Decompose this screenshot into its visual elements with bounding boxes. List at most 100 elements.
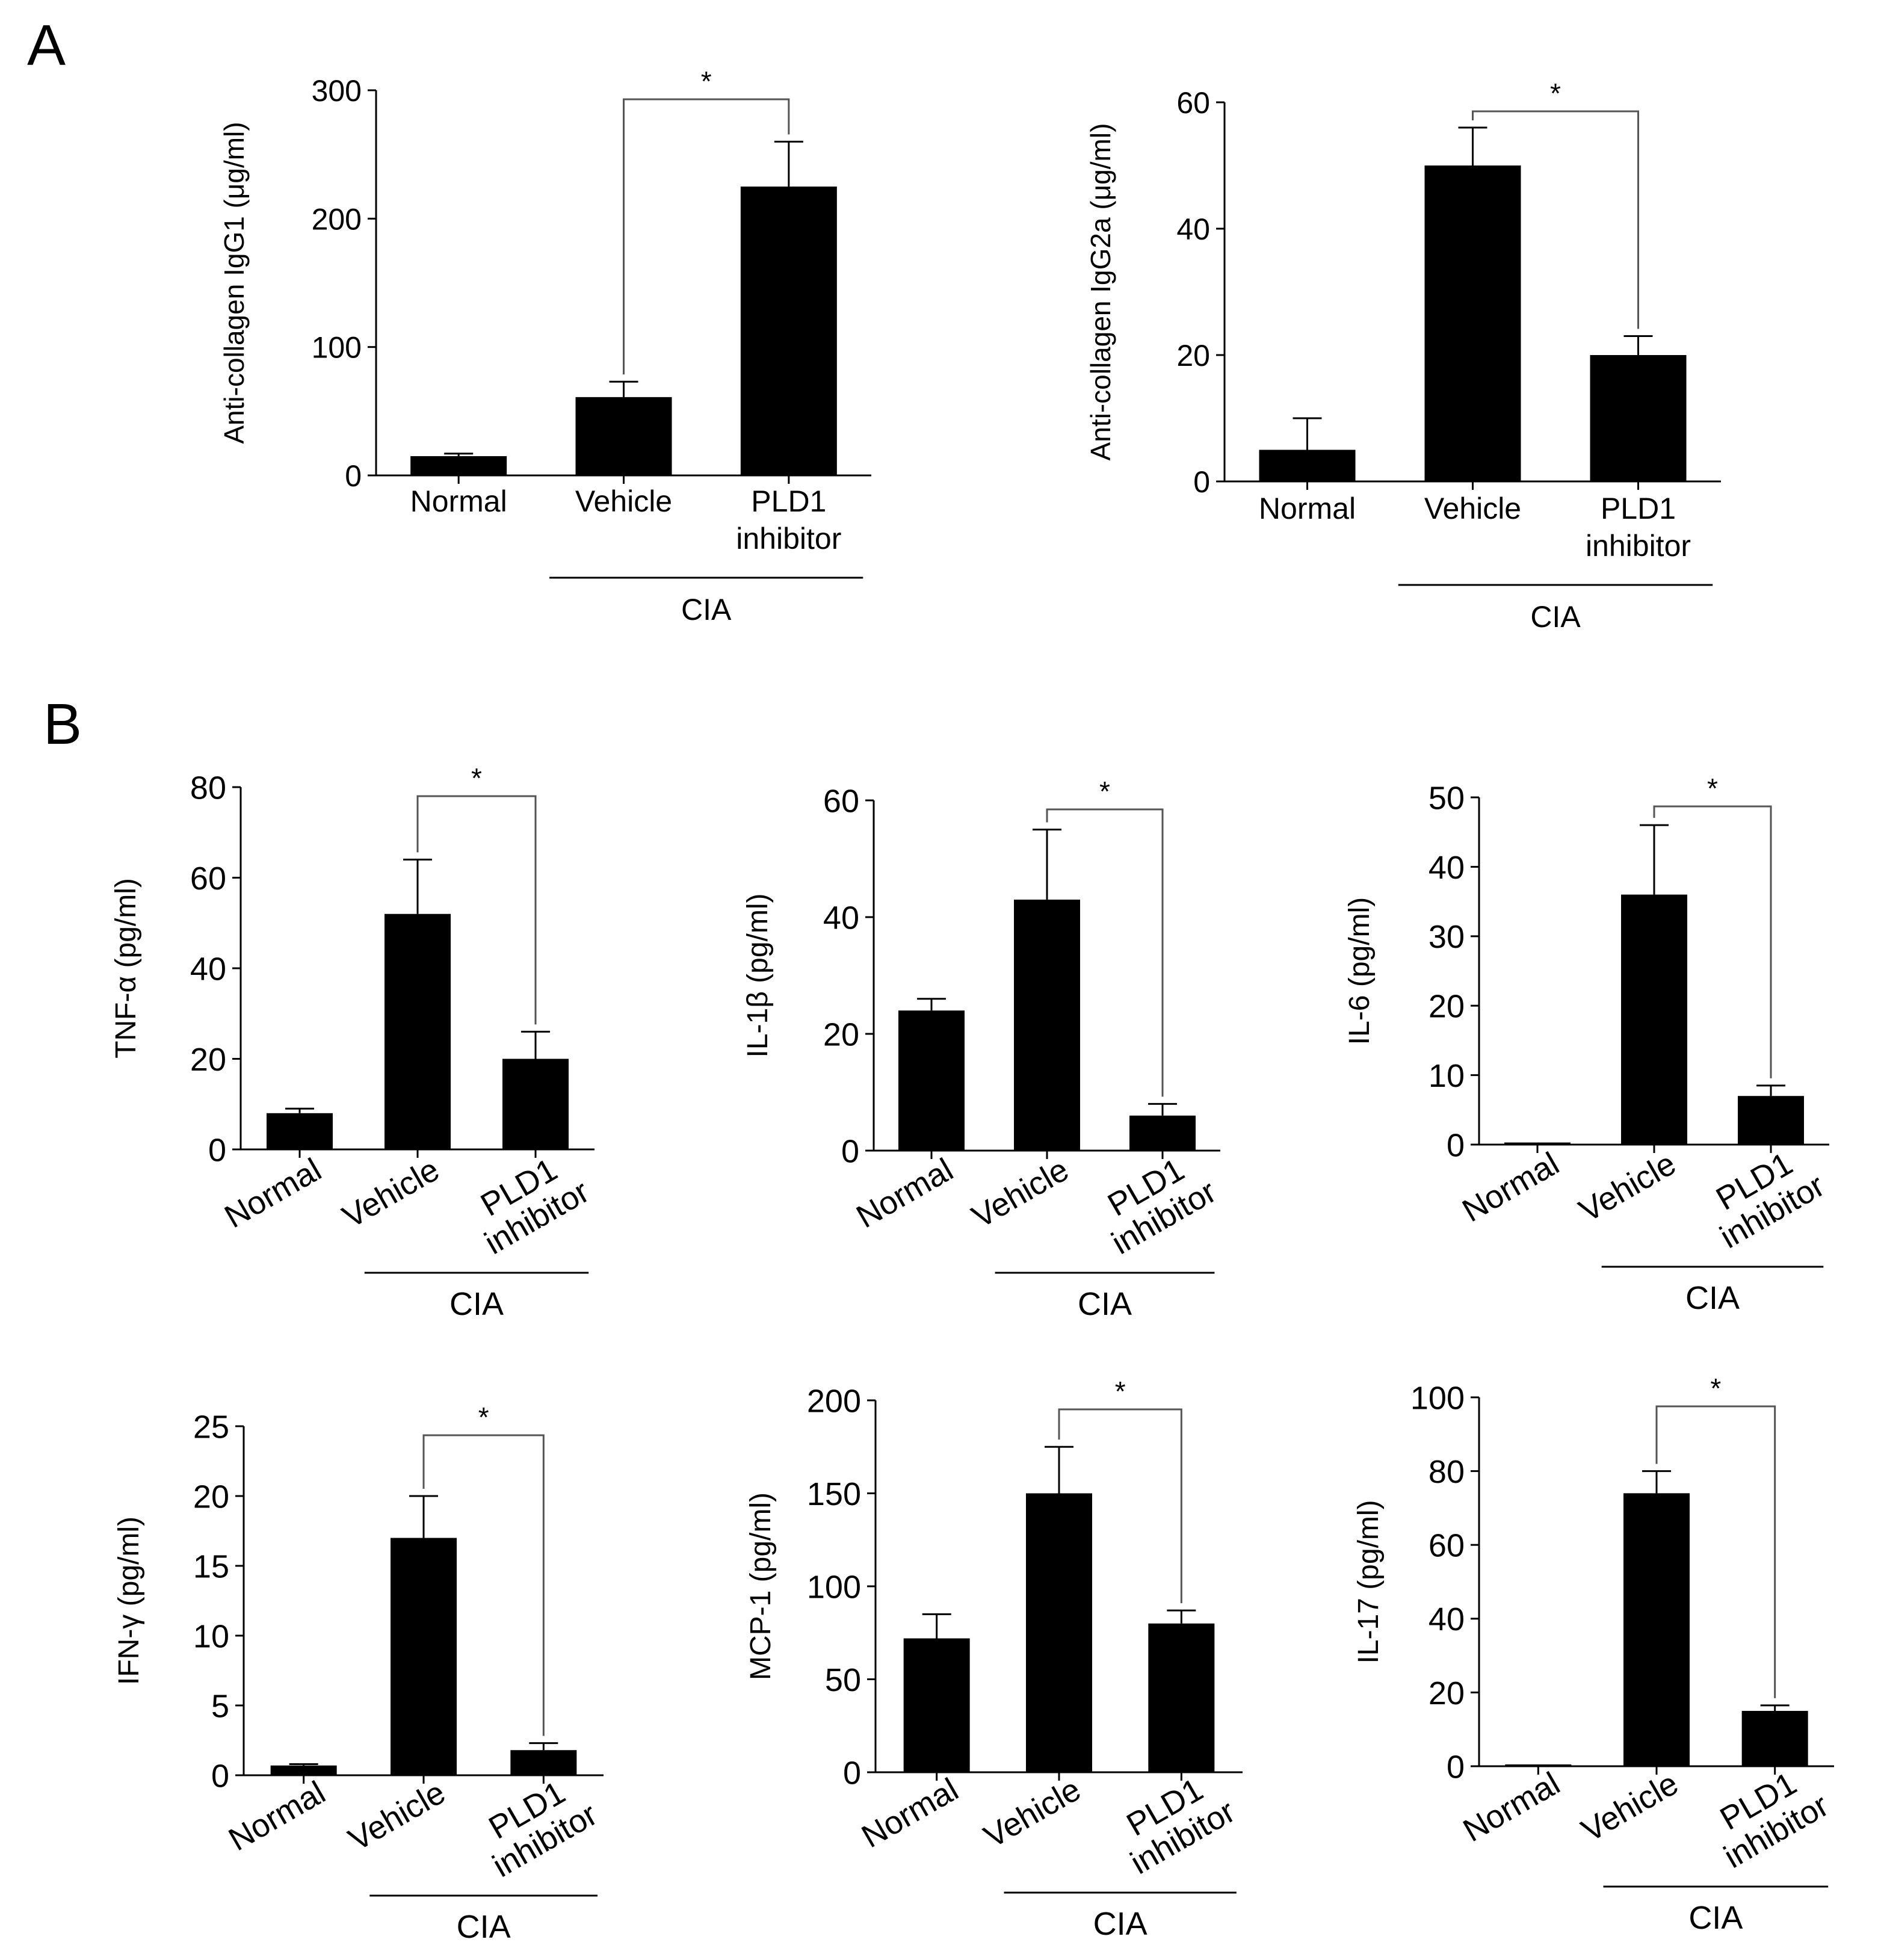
x-tick-label-line: Normal <box>218 1151 327 1235</box>
bar-2 <box>1623 1493 1690 1766</box>
bar-1 <box>410 456 507 475</box>
y-tick-label: 100 <box>312 331 362 365</box>
chart-1: 0 100 200 300 Anti-collagen IgG1 (μg/ml) * Nor… <box>218 66 871 626</box>
significance-bracket <box>1655 1405 1776 1698</box>
y-tick-label: 40 <box>1429 1601 1465 1637</box>
y-tick-label: 60 <box>1429 1528 1465 1564</box>
x-tick-label-1: Normal <box>1457 1765 1566 1849</box>
panel-label-b: B <box>43 692 82 756</box>
significance-marker: * <box>478 1402 489 1433</box>
y-tick-label: 50 <box>1429 780 1465 816</box>
bar-2 <box>391 1538 457 1775</box>
y-tick-label: 40 <box>1176 212 1210 246</box>
bar-1 <box>270 1765 337 1775</box>
y-axis-label: Anti-collagen IgG2a (μg/ml) <box>1085 123 1116 461</box>
y-tick-label: 100 <box>807 1569 861 1605</box>
y-tick-label: 20 <box>1176 339 1210 373</box>
y-tick-label: 25 <box>193 1409 229 1445</box>
bar-2 <box>1014 899 1080 1151</box>
x-tick-label-1: Normal <box>856 1771 965 1855</box>
y-tick-label: 40 <box>823 900 859 936</box>
group-label: CIA <box>1685 1280 1740 1316</box>
x-tick-label-line: Vehicle <box>1573 1145 1682 1229</box>
chart-5: 0 10 20 30 40 50 IL-6 (pg/ml) * Normal Vehicle PLD… <box>1344 773 1830 1316</box>
y-axis-label: IL-1β (pg/ml) <box>742 894 774 1058</box>
x-tick-label-1: Normal <box>1259 492 1356 525</box>
y-tick-label: 0 <box>211 1758 229 1794</box>
significance-bracket <box>416 795 537 1025</box>
y-axis-label: IFN-γ (pg/ml) <box>113 1516 145 1685</box>
x-tick-label-line: Vehicle <box>336 1151 445 1235</box>
y-tick-label: 0 <box>345 459 362 493</box>
chart-7: 0 50 100 150 200 MCP-1 (pg/ml) * Normal Vehicle P… <box>745 1376 1243 1942</box>
bar-1 <box>1505 1764 1572 1766</box>
significance-marker: * <box>471 762 482 794</box>
y-tick-label: 40 <box>190 951 226 987</box>
x-tick-label-line: inhibitor <box>1586 529 1691 563</box>
significance-bracket <box>1653 805 1772 1078</box>
bar-2 <box>385 914 451 1149</box>
x-tick-label-3: PLD1inhibitor <box>1700 1757 1835 1875</box>
x-tick-label-2: Vehicle <box>336 1151 445 1235</box>
y-tick-label: 100 <box>1410 1380 1465 1416</box>
y-tick-label: 40 <box>1429 850 1465 886</box>
significance-marker: * <box>1099 776 1110 807</box>
x-tick-label-line: Normal <box>223 1774 332 1858</box>
x-tick-label-line: Vehicle <box>575 484 672 518</box>
y-axis-label: TNF-α (pg/ml) <box>110 878 142 1059</box>
y-axis-label: MCP-1 (pg/ml) <box>745 1492 777 1680</box>
significance-bracket <box>1472 110 1639 329</box>
significance-marker: * <box>1550 78 1561 109</box>
x-tick-label-3: PLD1inhibitor <box>1696 1137 1830 1255</box>
y-tick-label: 0 <box>843 1755 861 1791</box>
y-tick-label: 0 <box>208 1132 226 1168</box>
significance-marker: * <box>1707 773 1718 804</box>
bar-1 <box>1504 1142 1571 1145</box>
y-tick-label: 300 <box>312 74 362 108</box>
group-label: CIA <box>1530 600 1581 634</box>
bar-3 <box>1148 1623 1215 1772</box>
y-tick-label: 0 <box>1447 1749 1465 1785</box>
bar-3 <box>1129 1115 1196 1151</box>
y-tick-label: 60 <box>823 783 859 819</box>
group-label: CIA <box>1688 1900 1743 1936</box>
x-tick-label-1: Normal <box>1456 1145 1565 1229</box>
x-tick-label-line: Normal <box>856 1771 965 1855</box>
panel-label-a: A <box>27 13 66 78</box>
bar-1 <box>898 1010 965 1151</box>
x-tick-label-line: Vehicle <box>978 1771 1087 1855</box>
significance-bracket <box>623 98 790 375</box>
significance-marker: * <box>1115 1376 1126 1407</box>
group-label: CIA <box>1078 1286 1132 1322</box>
x-tick-label-line: PLD1 <box>751 484 826 518</box>
y-tick-label: 20 <box>823 1016 859 1053</box>
bar-1 <box>267 1113 333 1149</box>
group-label: CIA <box>681 593 732 626</box>
chart-8: 0 20 40 60 80 100 IL-17 (pg/ml) * Normal Vehicle P… <box>1353 1373 1835 1936</box>
x-tick-label-3: PLD1inhibitor <box>1088 1143 1222 1261</box>
x-tick-label-1: Normal <box>223 1774 332 1858</box>
bar-2 <box>1424 165 1521 481</box>
y-tick-label: 5 <box>211 1688 229 1724</box>
bar-3 <box>1590 355 1687 481</box>
y-tick-label: 0 <box>841 1133 859 1169</box>
x-tick-label-2: Vehicle <box>1575 1765 1684 1849</box>
bar-3 <box>502 1059 569 1149</box>
bar-1 <box>1259 450 1356 481</box>
x-tick-label-line: PLD1 <box>1601 492 1676 525</box>
significance-bracket <box>1058 1408 1182 1604</box>
x-tick-label-3: PLD1inhibitor <box>469 1766 604 1884</box>
y-tick-label: 200 <box>312 202 362 236</box>
x-tick-label-2: Vehicle <box>342 1774 451 1858</box>
y-tick-label: 150 <box>807 1476 861 1512</box>
y-tick-label: 60 <box>190 861 226 897</box>
bar-3 <box>740 187 837 475</box>
x-tick-label-3: PLD1inhibitor <box>461 1143 595 1261</box>
y-axis-label: IL-6 (pg/ml) <box>1344 897 1376 1045</box>
x-tick-label-line: Normal <box>1456 1145 1565 1229</box>
y-tick-label: 20 <box>1429 1675 1465 1711</box>
chart-6: 0 5 10 15 20 25 IFN-γ (pg/ml) * Normal Vehicle PLD… <box>113 1402 604 1945</box>
bar-3 <box>510 1750 577 1775</box>
y-tick-label: 50 <box>825 1662 861 1698</box>
